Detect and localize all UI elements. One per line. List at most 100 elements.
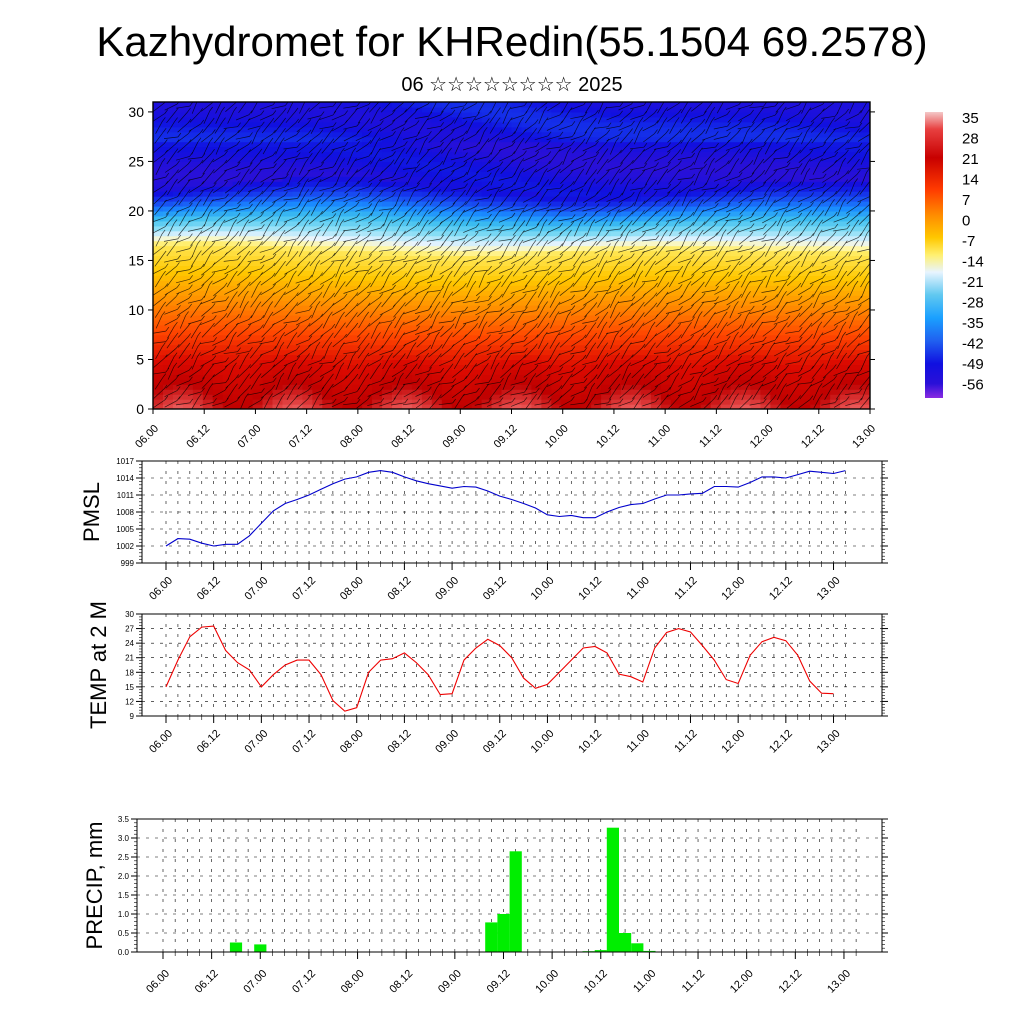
heatmap-cell <box>481 181 493 187</box>
heatmap-cell <box>571 215 582 222</box>
heatmap-cell <box>750 106 762 113</box>
heatmap-cell <box>362 171 373 177</box>
heatmap-cell <box>352 146 363 153</box>
heatmap-cell <box>322 314 333 321</box>
heatmap-cell <box>571 220 582 227</box>
heatmap-cell <box>561 146 572 153</box>
heatmap-cell <box>790 309 801 316</box>
heatmap-cell <box>750 146 762 153</box>
heatmap-cell <box>212 399 224 405</box>
heatmap-cell <box>441 319 453 326</box>
heatmap-cell <box>232 270 244 276</box>
heatmap-cell <box>212 334 224 341</box>
heatmap-cell <box>601 181 612 187</box>
heatmap-cell <box>690 102 702 108</box>
heatmap-cell <box>441 369 453 375</box>
heatmap-cell <box>720 354 732 361</box>
heatmap-cell <box>670 319 682 326</box>
heatmap-cell <box>212 389 224 395</box>
heatmap-cell <box>640 250 652 257</box>
heatmap-cell <box>770 399 781 405</box>
heatmap-cell <box>471 136 483 143</box>
heatmap-cell <box>162 369 174 375</box>
heatmap-cell <box>860 205 870 212</box>
heatmap-cell <box>720 215 732 222</box>
heatmap-cell <box>760 102 772 108</box>
heatmap-cell <box>461 255 473 262</box>
heatmap-cell <box>362 121 373 128</box>
heatmap-cell <box>172 394 184 400</box>
heatmap-cell <box>302 404 313 409</box>
heatmap-cell <box>511 171 523 177</box>
heatmap-cell <box>392 131 403 138</box>
heatmap-cell <box>262 161 274 167</box>
heatmap-cell <box>242 181 254 187</box>
heatmap-cell <box>690 404 702 409</box>
heatmap-cell <box>740 215 752 222</box>
heatmap-cell <box>352 116 363 123</box>
heatmap-cell <box>162 265 174 271</box>
heatmap-cell <box>222 354 234 361</box>
heatmap-cell <box>342 339 353 346</box>
heatmap-cell <box>670 126 682 133</box>
heatmap-cell <box>660 196 672 202</box>
heatmap-cell <box>561 394 572 400</box>
heatmap-cell <box>640 111 652 118</box>
heatmap-cell <box>780 265 791 271</box>
wind-barb-flag <box>258 291 262 297</box>
heatmap-cell <box>282 324 294 331</box>
heatmap-cell <box>202 126 214 133</box>
heatmap-cell <box>521 235 533 242</box>
heatmap-cell <box>332 255 343 262</box>
heatmap-cell <box>332 399 343 405</box>
heatmap-cell <box>581 314 592 321</box>
heatmap-cell <box>840 384 851 390</box>
heatmap-cell <box>392 364 403 370</box>
heatmap-cell <box>481 379 493 385</box>
wind-barb-flag <box>248 140 252 145</box>
heatmap-cell <box>551 181 562 187</box>
heatmap-cell <box>162 181 174 187</box>
heatmap-cell <box>372 156 383 163</box>
heatmap-cell <box>820 201 831 207</box>
wind-barb <box>213 317 225 328</box>
heatmap-cell <box>571 131 582 138</box>
heatmap-cell <box>382 240 393 247</box>
heatmap-cell <box>810 334 821 341</box>
heatmap-cell <box>352 300 363 306</box>
heatmap-cell <box>740 161 752 167</box>
heatmap-cell <box>302 309 313 316</box>
heatmap-cell <box>800 334 811 341</box>
heatmap-cell <box>481 146 493 153</box>
heatmap-cell <box>611 329 622 336</box>
wind-barb <box>203 213 210 227</box>
heatmap-cell <box>411 151 423 158</box>
heatmap-cell <box>601 389 612 395</box>
heatmap-cell <box>182 151 194 158</box>
heatmap-cell <box>242 201 254 207</box>
heatmap-cell <box>252 319 264 326</box>
heatmap-cell <box>720 329 732 336</box>
heatmap-cell <box>491 210 503 217</box>
heatmap-cell <box>242 186 254 192</box>
heatmap-cell <box>790 126 801 133</box>
heatmap-cell <box>591 156 602 163</box>
heatmap-cell <box>521 339 533 346</box>
heatmap-cell <box>770 295 781 301</box>
heatmap-cell <box>332 201 343 207</box>
heatmap-cell <box>581 290 592 296</box>
heatmap-cell <box>860 344 870 351</box>
heatmap-cell <box>362 220 373 227</box>
heatmap-cell <box>710 399 722 405</box>
heatmap-cell <box>501 131 513 138</box>
heatmap-cell <box>392 245 403 252</box>
heatmap-cell <box>192 186 204 192</box>
heatmap-cell <box>491 295 503 301</box>
heatmap-cell <box>601 305 612 311</box>
heatmap-cell <box>740 389 752 395</box>
heatmap-cell <box>202 384 214 390</box>
heatmap-cell <box>860 186 870 192</box>
heatmap-cell <box>541 156 552 163</box>
heatmap-cell <box>591 349 602 356</box>
heatmap-cell <box>222 339 234 346</box>
